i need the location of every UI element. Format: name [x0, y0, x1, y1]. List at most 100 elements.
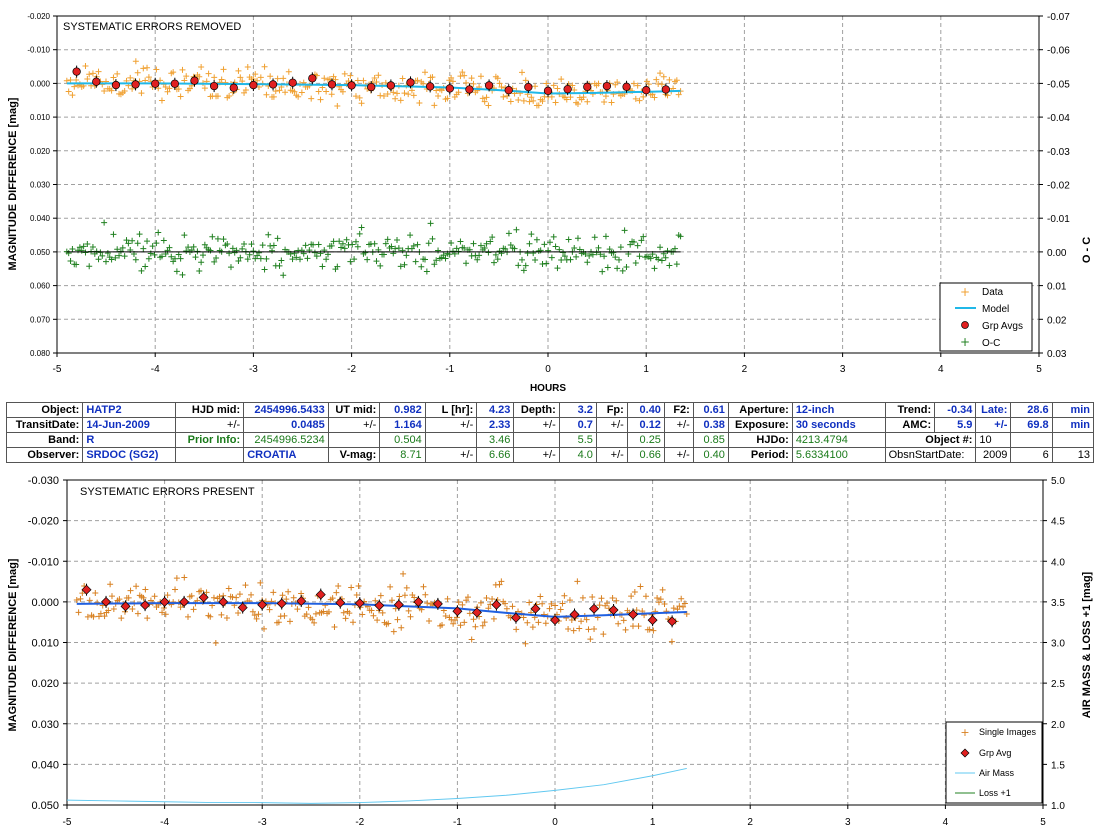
oc-point: [224, 241, 231, 248]
single-image-point: [455, 599, 462, 606]
data-point: [444, 95, 451, 102]
grp-avg-marker: [491, 599, 502, 610]
single-image-point: [142, 586, 149, 593]
cell: 3.46: [476, 432, 515, 448]
single-image-point: [470, 616, 477, 623]
y2-tick-label: -0.05: [1047, 79, 1070, 90]
data-point: [235, 67, 242, 74]
x-tick-label: -5: [63, 817, 72, 828]
single-image-point: [320, 608, 327, 615]
data-point: [282, 89, 289, 96]
single-image-point: [86, 597, 93, 604]
cell: 30 seconds: [791, 417, 886, 433]
data-point: [127, 74, 134, 81]
oc-point: [313, 253, 320, 260]
data-point: [416, 100, 423, 107]
oc-point: [498, 250, 505, 257]
cell: SRDOC (SG2): [82, 447, 177, 463]
single-image-point: [275, 619, 282, 626]
oc-point: [491, 259, 498, 266]
oc-point: [371, 240, 378, 247]
single-image-point: [140, 594, 147, 601]
y2-tick-label: 3.5: [1051, 598, 1065, 609]
cell: 4.0: [558, 447, 597, 463]
oc-point: [354, 243, 361, 250]
y2-tick-label: 0.03: [1047, 349, 1067, 360]
oc-point: [541, 241, 548, 248]
oc-point: [140, 245, 147, 252]
y2-tick-label: -0.03: [1047, 147, 1070, 158]
single-image-point: [681, 600, 688, 607]
single-image-point: [539, 600, 546, 607]
single-image-point: [635, 623, 642, 630]
y2-tick-label: 4.0: [1051, 557, 1065, 568]
oc-point: [407, 232, 414, 239]
single-image-point: [526, 599, 533, 606]
single-image-point: [464, 594, 471, 601]
data-point: [218, 76, 225, 83]
data-point: [347, 72, 354, 79]
data-point: [535, 102, 542, 109]
oc-point: [352, 238, 359, 245]
single-image-point: [108, 593, 115, 600]
data-point: [110, 74, 117, 81]
grp-avg-marker: [120, 601, 131, 612]
oc-point: [530, 250, 537, 257]
cell: 2009: [975, 447, 1012, 463]
top-chart-title: SYSTEMATIC ERRORS REMOVED: [63, 21, 241, 33]
data-point: [580, 94, 587, 101]
single-image-point: [655, 599, 662, 606]
legend-oc-label: O-C: [982, 338, 1000, 349]
single-image-point: [615, 620, 622, 627]
single-image-point: [481, 619, 488, 626]
single-image-point: [377, 592, 384, 599]
data-point: [280, 75, 287, 82]
cell: HJDo:: [727, 432, 793, 448]
single-image-point: [483, 594, 490, 601]
data-point: [658, 81, 665, 88]
oc-point: [84, 240, 91, 247]
oc-point: [183, 248, 190, 255]
y-tick-label: -0.010: [27, 46, 50, 55]
data-point: [420, 80, 427, 87]
data-point: [595, 80, 602, 87]
single-image-point: [294, 606, 301, 613]
top-legend-box: [939, 282, 1033, 352]
oc-point: [343, 236, 350, 243]
cell: [1051, 432, 1095, 448]
grp-avg-marker: [484, 81, 494, 90]
cell: +/-: [424, 417, 478, 433]
data-point: [244, 64, 251, 71]
data-point: [270, 93, 277, 100]
data-point: [267, 73, 274, 80]
single-image-point: [261, 625, 268, 632]
data-point: [520, 97, 527, 104]
single-image-point: [255, 611, 262, 618]
cell: Depth:: [513, 402, 560, 418]
single-image-point: [390, 628, 397, 635]
grp-avg-marker: [563, 84, 572, 94]
oc-point: [257, 255, 264, 262]
data-point: [242, 87, 249, 94]
single-image-point: [396, 593, 403, 600]
cell: [595, 432, 628, 448]
oc-point: [82, 249, 89, 256]
grp-avg-marker: [530, 603, 541, 614]
cell: [663, 432, 694, 448]
oc-point: [662, 254, 669, 261]
single-image-point: [631, 588, 638, 595]
oc-point: [198, 259, 205, 266]
oc-point: [394, 236, 401, 243]
grp-avg-marker: [249, 80, 258, 90]
x-tick-label: 0: [545, 364, 551, 375]
single-image-point: [542, 620, 549, 627]
data-point: [252, 71, 259, 78]
single-image-point: [242, 582, 249, 589]
single-image-point: [442, 613, 449, 620]
single-image-point: [285, 588, 292, 595]
oc-point: [244, 256, 251, 263]
data-point: [138, 90, 145, 97]
single-image-point: [405, 607, 412, 614]
top-y2-axis-label: O - C: [1081, 237, 1093, 263]
single-image-point: [394, 616, 401, 623]
